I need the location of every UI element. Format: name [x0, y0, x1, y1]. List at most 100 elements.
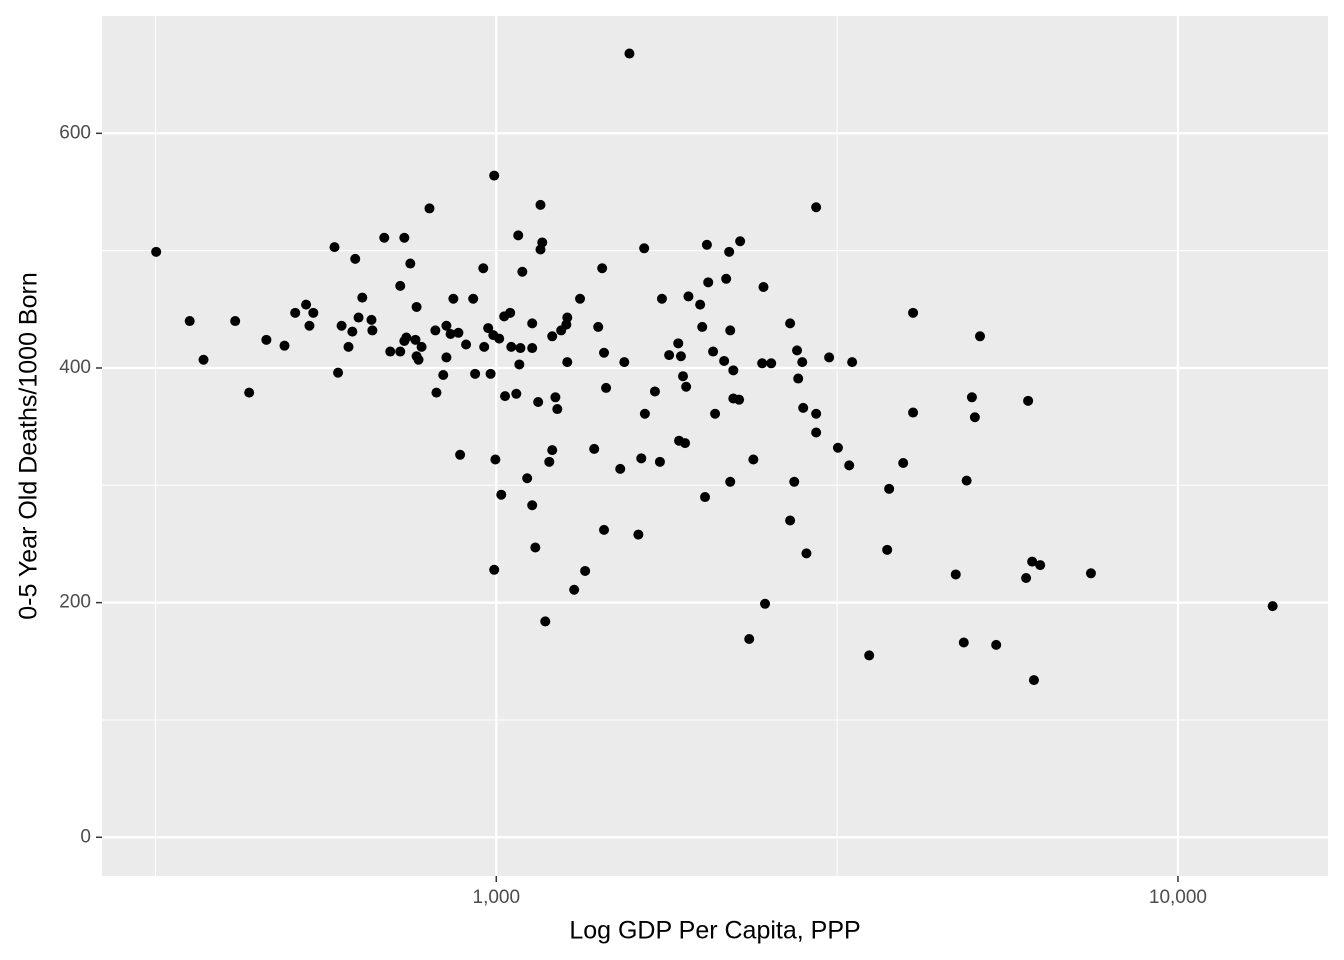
point [413, 354, 424, 365]
point [379, 232, 390, 243]
point [448, 293, 459, 304]
point [811, 202, 822, 213]
point [725, 476, 736, 487]
point [678, 371, 689, 382]
point [734, 394, 745, 405]
point [1027, 556, 1038, 567]
point [410, 334, 421, 345]
x-tick-label: 10,000 [1149, 887, 1207, 908]
point [441, 352, 452, 363]
point [760, 598, 771, 609]
point [308, 307, 319, 318]
point [496, 489, 507, 500]
point [515, 343, 526, 354]
point [517, 266, 528, 277]
point [367, 325, 378, 336]
point [552, 404, 563, 415]
point [483, 323, 494, 334]
point [347, 326, 358, 337]
y-tick-label: 200 [59, 592, 91, 613]
y-tick-label: 0 [80, 826, 91, 847]
x-axis-title: Log GDP Per Capita, PPP [569, 917, 860, 945]
point [882, 544, 893, 555]
point [599, 524, 610, 535]
point [1085, 568, 1096, 579]
point [455, 449, 466, 460]
point [550, 392, 561, 403]
point [908, 307, 919, 318]
point [478, 263, 489, 274]
point [513, 230, 524, 241]
point [884, 483, 895, 494]
point [535, 199, 546, 210]
point [385, 346, 396, 357]
point [441, 320, 452, 331]
point [329, 242, 340, 253]
point [639, 243, 650, 254]
point [908, 407, 919, 418]
point [438, 370, 449, 381]
point [399, 232, 410, 243]
point [333, 367, 344, 378]
point [724, 246, 735, 257]
point [395, 346, 406, 357]
point [336, 320, 347, 331]
point [468, 293, 479, 304]
point [527, 318, 538, 329]
grid [102, 16, 1328, 876]
point [366, 314, 377, 325]
point [301, 299, 312, 310]
point [633, 529, 644, 540]
point [1028, 675, 1039, 686]
point [494, 333, 505, 344]
point [792, 345, 803, 356]
point [489, 564, 500, 575]
point [636, 453, 647, 464]
point [279, 340, 290, 351]
point [683, 291, 694, 302]
point [721, 273, 732, 284]
point [824, 352, 835, 363]
point [1021, 572, 1032, 583]
point [725, 325, 736, 336]
point [304, 320, 315, 331]
point [708, 346, 719, 357]
point [540, 616, 551, 627]
point [395, 280, 406, 291]
point [966, 392, 977, 403]
point [710, 408, 721, 419]
y-axis-title: 0-5 Year Old Deaths/1000 Born [15, 272, 43, 619]
point [416, 341, 427, 352]
point [500, 391, 511, 402]
point [801, 548, 812, 559]
point [411, 301, 422, 312]
point [898, 458, 909, 469]
point [748, 454, 759, 465]
point [735, 236, 746, 247]
point [151, 246, 162, 257]
point [664, 350, 675, 361]
point [453, 327, 464, 338]
point [832, 442, 843, 453]
y-tick-label: 600 [59, 122, 91, 143]
point [198, 354, 209, 365]
point [701, 239, 712, 250]
point [184, 316, 195, 327]
point [844, 460, 855, 471]
point [244, 387, 255, 398]
point [639, 408, 650, 419]
point [1023, 395, 1034, 406]
point [811, 408, 822, 419]
point [601, 382, 612, 393]
point [575, 293, 586, 304]
point [597, 263, 608, 274]
point [485, 368, 496, 379]
point [785, 318, 796, 329]
point [789, 476, 800, 487]
marks [151, 48, 1278, 686]
point [680, 438, 691, 449]
point [506, 341, 517, 352]
point [681, 381, 692, 392]
point [580, 565, 591, 576]
point [470, 368, 481, 379]
